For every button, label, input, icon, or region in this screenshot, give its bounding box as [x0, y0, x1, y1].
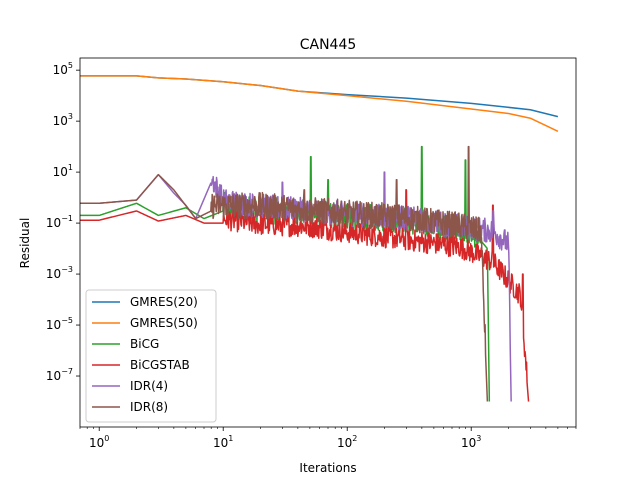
y-tick-label: 10−1	[46, 214, 73, 230]
x-tick-label: 103	[461, 434, 481, 450]
legend: GMRES(20) GMRES(50) BiCG BiCGSTAB IDR(4) IDR(…	[85, 289, 217, 423]
x-tick-label: 102	[337, 434, 357, 450]
y-tick-label: 101	[53, 163, 73, 179]
x-tick-label: 101	[213, 434, 233, 450]
axes-frame	[79, 57, 577, 428]
y-tick-label: 10−3	[46, 265, 73, 281]
axis-ticks: 100 101 102 103 105 103 101 10−1 10−3 10−5 10−7	[46, 61, 577, 450]
series-line-bicgstab	[80, 189, 530, 402]
legend-label: BiCG	[130, 337, 159, 351]
x-axis-label: Iterations	[299, 461, 356, 475]
legend-label: GMRES(50)	[130, 316, 198, 330]
legend-label: GMRES(20)	[130, 295, 198, 309]
x-tick-label: 100	[89, 434, 109, 450]
y-tick-label: 105	[53, 61, 73, 77]
y-tick-label: 103	[53, 112, 73, 128]
series-line-idr-8-	[80, 145, 489, 402]
y-tick-label: 10−5	[46, 316, 73, 332]
legend-label: IDR(8)	[130, 400, 168, 414]
series-line-gmres-50-	[80, 75, 559, 132]
legend-label: BiCGSTAB	[130, 358, 190, 372]
y-axis-label: Residual	[18, 218, 32, 269]
legend-label: IDR(4)	[130, 379, 168, 393]
chart-title: CAN445	[300, 37, 357, 53]
y-tick-label: 10−7	[46, 367, 73, 383]
